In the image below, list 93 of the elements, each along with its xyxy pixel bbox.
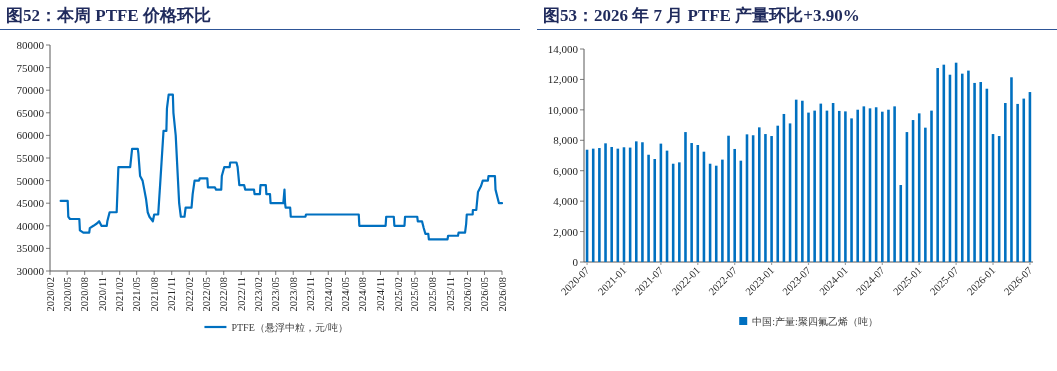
bar [690,143,693,262]
x-tick-label: 2022/05 [200,277,212,312]
bar [1010,77,1013,262]
bar [604,143,607,262]
x-tick-label: 2025/11 [444,277,456,312]
bar [979,82,983,262]
y-tick-label: 40000 [16,219,45,232]
bar [887,109,890,262]
x-tick-label: 2024/08 [357,277,369,312]
x-tick-label: 2022/02 [183,277,195,312]
bar [936,68,939,262]
bar [1004,103,1007,262]
y-tick-label: 35000 [16,242,45,255]
y-tick-label: 0 [572,256,579,268]
bar [813,110,816,262]
x-tick-label: 2025/02 [392,277,404,312]
y-tick-label: 75000 [16,61,45,74]
y-tick-label: 2,000 [553,225,579,238]
bar [776,125,780,262]
bar [764,134,767,262]
bar [967,70,970,262]
bar [714,165,718,262]
y-tick-label: 45000 [16,197,45,210]
legend-label: 中国:产量:聚四氟乙烯（吨） [752,316,878,327]
y-tick-label: 10,000 [547,103,579,116]
x-tick-label: 2026/08 [496,277,508,312]
bar [653,159,657,262]
bar [801,100,804,262]
y-tick-label: 14,000 [547,43,579,55]
x-tick-label: 2022/11 [235,277,247,312]
bar [733,148,736,262]
x-tick-label: 2024/11 [374,277,386,312]
chart-title: 图53：2026 年 7 月 PTFE 产量环比+3.90% [543,5,860,27]
y-tick-label: 80000 [16,39,45,51]
bar [844,111,847,262]
bar [973,82,976,262]
x-tick-label: 2021/02 [114,277,126,312]
bar [721,159,724,262]
bar [634,141,638,262]
y-tick-label: 60000 [16,129,45,142]
x-tick-label: 2022/08 [218,277,230,312]
bar [807,112,810,262]
bar [850,118,853,262]
x-tick-label: 2020/05 [61,277,73,312]
bar [591,148,595,262]
line-series [59,93,504,241]
x-tick-label: 2025/08 [426,277,438,312]
bar [917,113,921,262]
x-tick-label: 2021/05 [131,277,143,312]
bar [856,109,859,262]
y-tick-label: 12,000 [547,73,579,86]
bar [647,154,650,262]
bar [924,127,927,262]
bar [930,110,933,262]
y-tick-label: 4,000 [553,195,579,208]
bar [770,136,773,262]
x-tick-label: 2024/05 [339,277,351,312]
bar [758,127,761,262]
bar [1022,98,1026,262]
x-tick-label: 2020/08 [79,277,91,312]
x-tick-label: 2023/05 [270,277,282,312]
bar [610,146,613,262]
bar [727,135,730,262]
x-tick-label: 2025/05 [409,277,421,312]
bar [678,162,681,262]
chart-title: 图52：本周 PTFE 价格环比 [6,5,211,27]
x-tick-label: 2024/02 [322,277,334,312]
x-tick-label: 2026/02 [462,277,474,312]
x-tick-label: 2021/11 [166,277,178,312]
y-tick-label: 55000 [16,152,45,164]
bar [641,142,644,262]
x-tick-label: 2020/02 [44,277,56,312]
bar [1016,103,1019,262]
bar [899,185,903,262]
x-tick-label: 2023/02 [253,277,265,312]
bar [960,73,964,262]
y-tick-label: 50000 [16,174,45,187]
bar [837,110,841,262]
y-tick-label: 30000 [16,265,45,277]
x-tick-label: 2023/11 [305,277,317,312]
x-tick-label: 2021/08 [148,277,160,312]
bar [598,148,601,262]
x-tick-label: 2020/11 [96,277,108,312]
y-tick-label: 8,000 [553,134,579,147]
bar [881,111,884,262]
y-tick-label: 6,000 [553,164,579,177]
legend-label: PTFE（悬浮中粒，元/吨） [231,322,348,333]
x-tick-label: 2023/08 [287,277,299,312]
bar [684,132,687,262]
y-tick-label: 70000 [16,84,45,97]
y-tick-label: 65000 [16,106,45,119]
x-tick-label: 2026/05 [478,277,490,312]
bar [893,106,896,262]
